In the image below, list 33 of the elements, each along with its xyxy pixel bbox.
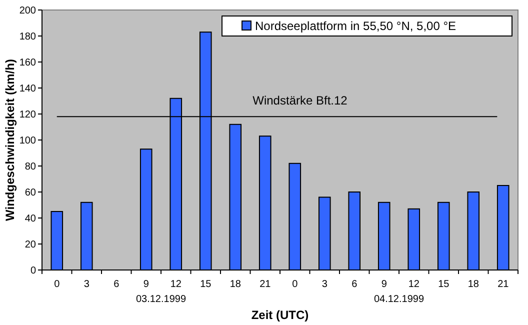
x-tick-label: 15: [200, 279, 212, 290]
x-tick-label: 15: [438, 279, 450, 290]
y-tick-label: 0: [30, 266, 36, 276]
y-tick-label: 120: [19, 110, 36, 120]
y-tick-label: 140: [19, 84, 36, 94]
y-tick-label: 160: [19, 58, 36, 68]
x-tick-label: 12: [408, 279, 420, 290]
x-tick-label: 9: [381, 279, 388, 290]
x-tick-label: 18: [468, 279, 480, 290]
y-tick-label: 20: [24, 240, 36, 250]
text: 03.12.1999: [136, 294, 186, 305]
x-tick-label: 6: [352, 279, 358, 290]
x-tick-label: 3: [84, 279, 90, 290]
x-axis-title: Zeit (UTC): [251, 308, 309, 322]
y-tick-label: 200: [19, 6, 36, 16]
ref-line-label: Windstärke Bft.12: [252, 94, 348, 108]
y-tick-label: 100: [19, 136, 36, 146]
x-tick-label: 21: [498, 279, 510, 290]
y-tick-label: 180: [19, 32, 36, 42]
y-tick-label: 80: [24, 162, 36, 172]
x-tick-label: 21: [260, 279, 272, 290]
x-tick-label: 12: [170, 279, 182, 290]
x-tick-label: 0: [292, 279, 298, 290]
y-tick-label: 60: [24, 188, 36, 198]
y-tick-label: 40: [24, 214, 36, 224]
x-tick-label: 18: [230, 279, 242, 290]
legend-label: Nordseeplattform in 55,50 °N, 5,00 °E: [255, 19, 456, 33]
y-axis-title: Windgeschwindigkeit (km/h): [3, 59, 17, 221]
x-tick-label: 3: [322, 279, 328, 290]
x-tick-label: 9: [143, 279, 150, 290]
text: 04.12.1999: [374, 294, 424, 305]
x-tick-label: 6: [114, 279, 120, 290]
x-tick-label: 0: [54, 279, 60, 290]
